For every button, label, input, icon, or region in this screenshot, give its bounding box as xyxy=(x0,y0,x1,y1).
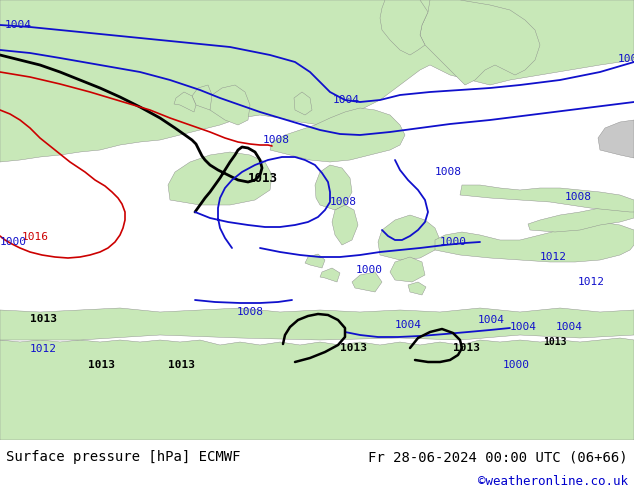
Text: 1004: 1004 xyxy=(333,95,360,105)
Text: Fr 28-06-2024 00:00 UTC (06+66): Fr 28-06-2024 00:00 UTC (06+66) xyxy=(368,450,628,464)
Text: 1008: 1008 xyxy=(435,167,462,177)
Polygon shape xyxy=(0,0,634,162)
Polygon shape xyxy=(168,152,272,205)
Polygon shape xyxy=(598,120,634,158)
Text: 1008: 1008 xyxy=(565,192,592,202)
Text: 1004: 1004 xyxy=(618,54,634,64)
Text: 1000: 1000 xyxy=(440,237,467,247)
Polygon shape xyxy=(174,92,196,112)
Text: 1013: 1013 xyxy=(543,337,567,347)
Polygon shape xyxy=(380,0,428,55)
Polygon shape xyxy=(332,205,358,245)
Text: 1013: 1013 xyxy=(453,343,480,353)
Text: 1008: 1008 xyxy=(330,197,357,207)
Text: 1004: 1004 xyxy=(395,320,422,330)
Text: 1013: 1013 xyxy=(168,360,195,370)
Polygon shape xyxy=(435,222,634,262)
Text: 1013: 1013 xyxy=(248,172,278,185)
Text: 1013: 1013 xyxy=(30,314,57,324)
Text: ©weatheronline.co.uk: ©weatheronline.co.uk xyxy=(477,474,628,488)
Polygon shape xyxy=(378,215,440,260)
Text: 1016: 1016 xyxy=(22,232,49,242)
Polygon shape xyxy=(352,272,382,292)
Polygon shape xyxy=(420,0,540,85)
Text: 1008: 1008 xyxy=(263,135,290,145)
Polygon shape xyxy=(390,257,425,282)
Text: 1004: 1004 xyxy=(478,315,505,325)
Text: 1013: 1013 xyxy=(340,343,367,353)
Polygon shape xyxy=(0,308,634,340)
Text: 1000: 1000 xyxy=(0,237,27,247)
Text: 1000: 1000 xyxy=(503,360,530,370)
Text: 1000: 1000 xyxy=(356,265,383,275)
Polygon shape xyxy=(305,254,325,268)
Text: 1012: 1012 xyxy=(578,277,605,287)
Text: 1012: 1012 xyxy=(30,344,57,354)
Text: 1004: 1004 xyxy=(556,322,583,332)
Text: 1013: 1013 xyxy=(88,360,115,370)
Text: 1004: 1004 xyxy=(5,20,32,30)
Text: 1004: 1004 xyxy=(510,322,537,332)
Polygon shape xyxy=(315,165,352,210)
Polygon shape xyxy=(320,268,340,282)
Polygon shape xyxy=(408,282,426,295)
Text: 1008: 1008 xyxy=(237,307,264,317)
Polygon shape xyxy=(528,205,634,232)
Polygon shape xyxy=(460,185,634,212)
Text: Surface pressure [hPa] ECMWF: Surface pressure [hPa] ECMWF xyxy=(6,450,241,464)
Polygon shape xyxy=(0,338,634,440)
Polygon shape xyxy=(192,85,212,110)
Polygon shape xyxy=(208,85,250,125)
Polygon shape xyxy=(270,108,405,162)
Text: 1012: 1012 xyxy=(540,252,567,262)
Polygon shape xyxy=(294,92,312,115)
